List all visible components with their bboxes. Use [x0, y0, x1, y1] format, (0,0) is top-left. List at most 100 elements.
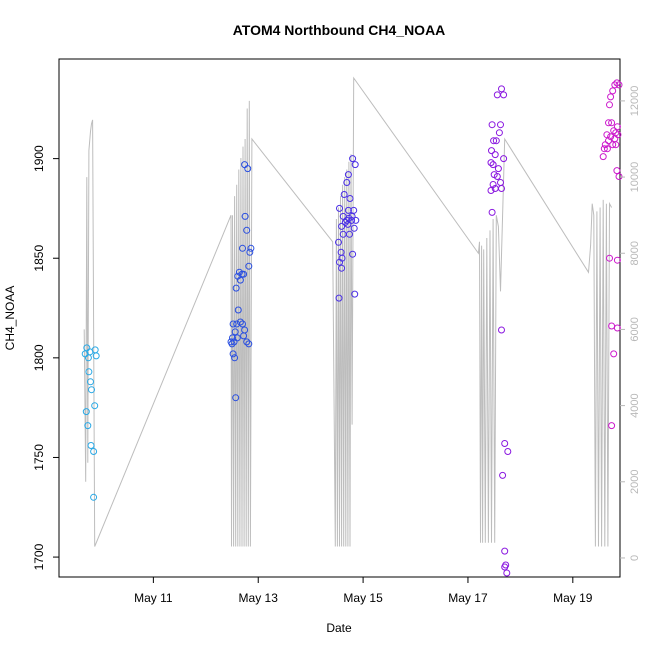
data-point	[614, 131, 622, 139]
data-point	[497, 179, 504, 186]
data-point	[240, 332, 248, 340]
data-point	[488, 147, 495, 155]
data-point	[498, 185, 505, 192]
data-point	[487, 187, 495, 194]
y-tick-label: 1800	[32, 344, 46, 371]
data-point	[338, 222, 346, 230]
x-axis: May 11 May 13 May 15 May 17 May 19	[134, 577, 593, 605]
data-point	[606, 254, 613, 262]
data-point	[601, 141, 609, 149]
x-tick-label: May 11	[134, 591, 173, 605]
y-tick-label: 1700	[32, 543, 46, 570]
data-point	[492, 137, 500, 145]
chart-title: ATOM4 Northbound CH4_NOAA	[233, 22, 446, 38]
data-point	[239, 320, 246, 328]
y-axis-label: CH4_NOAA	[3, 286, 17, 351]
data-point	[346, 195, 354, 202]
data-point	[501, 440, 509, 447]
data-point	[610, 127, 618, 135]
data-point	[498, 326, 505, 334]
y-axis: 1700 1750 1800 1850 1900	[32, 145, 59, 570]
data-point	[243, 338, 251, 346]
data-point	[605, 119, 612, 127]
data-point	[613, 324, 621, 332]
data-points	[81, 79, 623, 577]
x-tick-label: May 17	[448, 591, 488, 605]
data-point	[352, 216, 360, 224]
data-point	[500, 91, 508, 99]
data-point	[335, 294, 343, 302]
data-point	[487, 159, 495, 167]
y2-tick-label: 4000	[629, 393, 641, 417]
data-point	[246, 248, 254, 256]
data-point	[232, 394, 240, 402]
data-point	[82, 408, 90, 416]
altitude-line	[83, 76, 613, 547]
data-point	[228, 340, 236, 348]
data-point	[488, 208, 496, 216]
secondary-y-axis: 0 2000 4000 6000 8000 10000 12000	[620, 86, 641, 561]
data-point	[490, 137, 498, 145]
data-point	[229, 350, 237, 358]
altitude-trace	[83, 76, 613, 547]
y2-tick-label: 10000	[629, 162, 641, 193]
data-point	[346, 230, 353, 238]
data-point	[90, 493, 98, 501]
data-point	[87, 378, 94, 386]
data-point	[607, 133, 615, 141]
data-point	[335, 238, 342, 246]
data-point	[245, 262, 253, 270]
data-point	[613, 256, 621, 264]
data-point	[88, 386, 95, 394]
data-point	[336, 204, 343, 212]
y-tick-label: 1900	[32, 145, 46, 172]
data-point	[612, 141, 620, 149]
x-tick-label: May 13	[239, 591, 279, 605]
data-point	[236, 276, 244, 284]
plot-frame	[58, 58, 621, 578]
y-tick-label: 1750	[32, 444, 46, 471]
data-point	[90, 448, 98, 455]
data-point	[338, 264, 346, 272]
data-point	[615, 173, 623, 180]
x-tick-label: May 19	[553, 591, 593, 605]
data-point	[501, 563, 509, 571]
y2-tick-label: 0	[629, 555, 641, 561]
data-point	[349, 155, 357, 163]
data-point	[336, 258, 343, 266]
data-point	[344, 171, 352, 179]
data-point	[234, 306, 242, 314]
data-point	[350, 224, 358, 232]
data-point	[494, 165, 502, 173]
data-point	[499, 471, 507, 479]
data-point	[497, 121, 504, 129]
data-point	[351, 161, 359, 169]
data-point	[239, 244, 246, 252]
data-point	[344, 206, 352, 214]
y-tick-label: 1850	[32, 245, 46, 272]
data-point	[608, 322, 616, 330]
data-point	[613, 167, 621, 175]
data-point	[491, 151, 499, 159]
data-point	[609, 141, 617, 149]
data-point	[232, 284, 240, 292]
data-point	[609, 87, 617, 95]
data-point	[600, 145, 608, 153]
data-point	[87, 442, 95, 449]
data-point	[247, 244, 255, 252]
data-point	[503, 569, 511, 577]
x-tick-label: May 15	[343, 591, 383, 605]
data-point	[489, 161, 497, 169]
data-point	[348, 212, 356, 220]
data-point	[489, 181, 497, 188]
y2-tick-label: 12000	[629, 86, 641, 117]
data-point	[85, 368, 93, 376]
data-point	[245, 340, 253, 348]
data-point	[606, 101, 613, 109]
data-point	[229, 320, 237, 328]
data-point	[613, 79, 621, 87]
data-point	[348, 216, 356, 224]
data-point	[488, 121, 496, 129]
y2-tick-label: 6000	[629, 317, 641, 341]
